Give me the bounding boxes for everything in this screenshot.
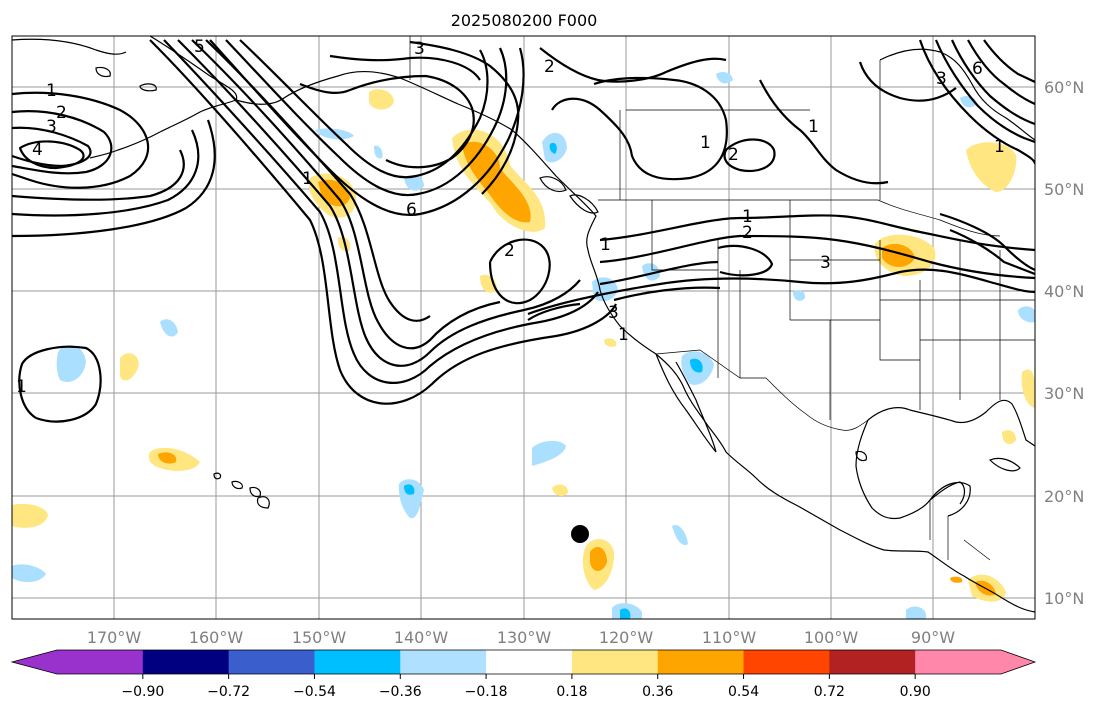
contour-label: 6	[406, 200, 417, 220]
colorbar-ticks: −0.90 −0.72 −0.54 −0.36 −0.18 0.18 0.36 0.54 0.7…	[121, 674, 931, 700]
contour-label: 3	[46, 117, 57, 137]
contour-lines	[12, 39, 1035, 423]
contour-label: 2	[742, 223, 753, 243]
lat-label: 30°N	[1044, 384, 1084, 403]
lon-label: 150°W	[292, 628, 347, 647]
contour-label: 3	[936, 69, 947, 89]
political-borders	[409, 36, 1035, 561]
contour-label: 1	[808, 117, 819, 137]
contour-label: 1	[302, 169, 313, 189]
contour-label: 1	[46, 81, 57, 101]
figure-title: 2025080200 F000	[451, 11, 598, 30]
contour-label: 3	[414, 39, 425, 59]
lon-label: 100°W	[804, 628, 859, 647]
lat-label: 60°N	[1044, 78, 1084, 97]
colorbar-swatch	[915, 650, 1002, 674]
lon-label: 170°W	[87, 628, 142, 647]
contour-label: 2	[728, 145, 739, 165]
contour-label: 1	[618, 325, 629, 345]
colorbar-tick-label: −0.90	[121, 684, 164, 700]
lat-label: 40°N	[1044, 282, 1084, 301]
colorbar-swatch	[314, 650, 401, 674]
colorbar-swatch	[57, 650, 144, 674]
contour-label: 2	[504, 241, 515, 261]
contour-label: 3	[608, 303, 619, 323]
colorbar-swatch	[228, 650, 315, 674]
lon-label: 120°W	[599, 628, 654, 647]
negative-anomaly-shading	[12, 72, 1035, 619]
longitude-labels: 170°W 160°W 150°W 140°W 130°W 120°W 110°…	[87, 628, 955, 647]
contour-label-group: 1 2 3 4 5 6 3 1 2 1 2 3 1 3 6 1 1 2 1 3	[16, 37, 1005, 397]
contour-label: 2	[544, 57, 555, 77]
lat-label: 50°N	[1044, 180, 1084, 199]
contour-label: 1	[600, 235, 611, 255]
map-frame	[11, 35, 1036, 620]
colorbar-tick-label: 0.72	[814, 684, 845, 700]
lon-label: 90°W	[911, 628, 955, 647]
storm-center-dot	[571, 525, 589, 543]
contour-label: 1	[700, 133, 711, 153]
lat-label: 10°N	[1044, 589, 1084, 608]
colorbar-swatches	[12, 650, 1035, 674]
colorbar-swatch	[829, 650, 916, 674]
map-panel: 1 2 3 4 5 6 3 1 2 1 2 3 1 3 6 1 1 2 1 3	[11, 35, 1084, 647]
lat-label: 20°N	[1044, 487, 1084, 506]
colorbar-tick-label: −0.36	[379, 684, 422, 700]
contour-label: 1	[742, 207, 753, 227]
colorbar-swatch	[571, 650, 659, 674]
contour-label: 3	[820, 253, 831, 273]
colorbar-swatch	[142, 650, 230, 674]
contour-label: 1	[994, 137, 1005, 157]
colorbar-tick-label: −0.72	[207, 684, 250, 700]
contour-label: 5	[194, 37, 205, 57]
colorbar-tick-label: −0.18	[465, 684, 508, 700]
colorbar-swatch	[486, 650, 573, 674]
contour-label: 1	[16, 377, 27, 397]
colorbar-extend-high	[1001, 650, 1035, 674]
lon-label: 140°W	[394, 628, 449, 647]
contour-label: 4	[32, 140, 43, 160]
colorbar-extend-low	[12, 650, 57, 674]
lon-label: 160°W	[189, 628, 244, 647]
contour-label: 6	[972, 59, 983, 79]
colorbar-tick-label: 0.54	[728, 684, 759, 700]
latitude-labels: 60°N 50°N 40°N 30°N 20°N 10°N	[1044, 78, 1084, 608]
colorbar-outline	[10, 649, 1037, 675]
contour-label: 2	[56, 103, 67, 123]
colorbar-swatch	[743, 650, 830, 674]
colorbar: −0.90 −0.72 −0.54 −0.36 −0.18 0.18 0.36 0.54 0.7…	[10, 649, 1037, 700]
colorbar-tick-label: 0.18	[556, 684, 587, 700]
lon-label: 130°W	[497, 628, 552, 647]
colorbar-tick-label: −0.54	[293, 684, 336, 700]
colorbar-tick-label: 0.36	[642, 684, 673, 700]
coastlines	[12, 36, 1035, 613]
lon-label: 110°W	[702, 628, 757, 647]
colorbar-swatch	[400, 650, 487, 674]
colorbar-tick-label: 0.90	[900, 684, 931, 700]
colorbar-swatch	[657, 650, 745, 674]
